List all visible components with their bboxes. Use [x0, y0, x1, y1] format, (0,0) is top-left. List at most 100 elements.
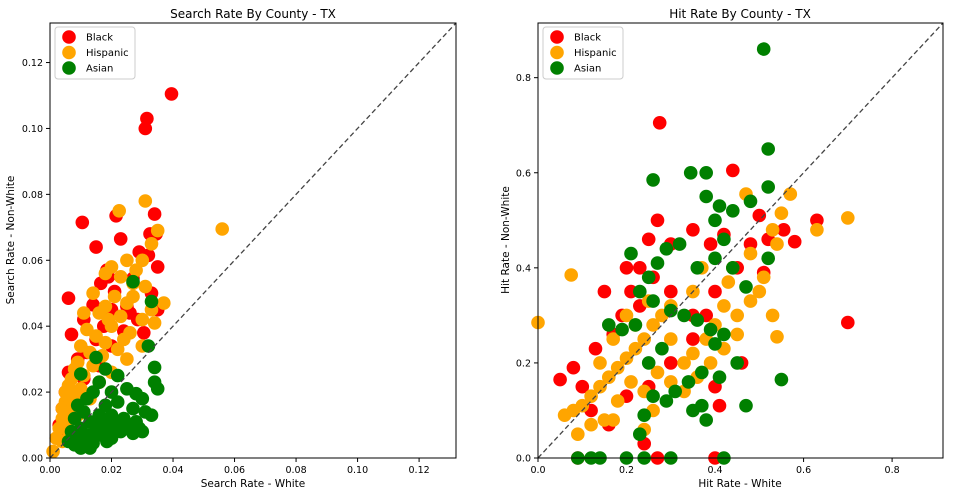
- point-asian-38: [659, 394, 674, 408]
- point-hispanic-29: [584, 389, 598, 404]
- point-hispanic-56: [129, 263, 143, 278]
- point-hispanic-33: [571, 427, 585, 442]
- y-ticks: 0.00 0.02 0.04 0.06 0.08 0.10 0.12: [22, 58, 50, 465]
- point-black-34: [575, 379, 590, 394]
- point-asian-18: [659, 242, 674, 256]
- point-black-4: [75, 215, 90, 230]
- point-hispanic-5: [765, 223, 780, 237]
- point-black-5: [776, 223, 791, 237]
- point-hispanic-28: [593, 379, 607, 394]
- point-hispanic-12: [86, 286, 100, 301]
- y-axis-label: Search Rate - Non-White: [5, 176, 17, 305]
- point-asian-11: [761, 251, 775, 266]
- point-asian-50: [135, 424, 150, 439]
- plot-frame: [537, 22, 944, 459]
- point-asian-49: [83, 441, 97, 455]
- y-tick-label: 0.06: [22, 256, 43, 267]
- point-asian-2: [141, 339, 156, 353]
- point-hispanic-19: [677, 356, 691, 370]
- point-asian-2: [646, 173, 660, 187]
- point-asian-10: [110, 368, 125, 383]
- point-hispanic-23: [637, 332, 651, 346]
- x-tick-label: 0.06: [224, 465, 245, 476]
- point-black-11: [650, 213, 665, 228]
- point-hispanic-14: [730, 308, 744, 323]
- y-tick-label: 0.8: [516, 73, 531, 84]
- point-asian-5: [699, 189, 713, 204]
- point-asian-8: [726, 204, 740, 218]
- point-hispanic-12: [765, 308, 780, 323]
- point-asian-28: [690, 313, 705, 327]
- x-tick-label: 0.2: [619, 465, 634, 476]
- y-tick-label: 0.00: [22, 454, 43, 465]
- y-tick-label: 0.6: [516, 168, 531, 179]
- point-asian-46: [655, 341, 669, 356]
- legend: Black Hispanic Asian: [54, 26, 136, 80]
- point-black-18: [664, 284, 678, 299]
- point-asian-8: [98, 362, 113, 376]
- point-asian-27: [677, 308, 691, 323]
- point-asian-9: [74, 367, 88, 381]
- point-hispanic-15: [717, 299, 731, 313]
- legend-marker-black: [550, 30, 564, 44]
- point-asian-30: [717, 327, 731, 342]
- point-black-13: [633, 261, 647, 275]
- point-asian-39: [646, 389, 660, 404]
- point-asian-24: [628, 318, 643, 332]
- point-asian-29: [703, 322, 718, 337]
- point-black-8: [113, 232, 128, 246]
- point-asian-14: [717, 232, 731, 247]
- point-hispanic-6: [810, 223, 824, 237]
- point-hispanic-0: [138, 194, 153, 208]
- point-hispanic-45: [730, 327, 744, 342]
- point-hispanic-32: [557, 408, 572, 423]
- point-hispanic-4: [144, 237, 159, 251]
- point-hispanic-46: [743, 294, 758, 308]
- point-asian-48: [602, 318, 616, 332]
- point-hispanic-18: [686, 346, 700, 361]
- point-black-3: [147, 207, 162, 221]
- point-hispanic-13: [770, 330, 784, 344]
- point-asian-7: [89, 350, 103, 365]
- legend-label-asian: Asian: [86, 64, 113, 75]
- point-hispanic-9: [113, 270, 128, 284]
- point-asian-7: [712, 199, 727, 213]
- point-asian-31: [730, 356, 744, 370]
- point-hispanic-27: [110, 342, 125, 357]
- legend-marker-asian: [550, 61, 564, 75]
- point-hispanic-7: [841, 211, 855, 225]
- scatter-points: [46, 87, 229, 459]
- point-asian-19: [110, 395, 125, 409]
- chart-title: Hit Rate By County - TX: [669, 7, 811, 21]
- point-asian-20: [126, 401, 140, 416]
- point-asian-11: [92, 375, 106, 390]
- x-tick-label: 0.0: [530, 465, 545, 476]
- point-asian-6: [708, 213, 722, 228]
- point-black-36: [553, 372, 567, 387]
- point-asian-9: [743, 194, 758, 209]
- point-black-23: [743, 237, 758, 251]
- point-black-0: [164, 87, 179, 101]
- point-black-28: [712, 398, 727, 413]
- point-asian-43: [699, 413, 713, 427]
- point-black-12: [150, 260, 165, 274]
- point-asian-20: [641, 270, 656, 285]
- legend: Black Hispanic Asian: [542, 26, 624, 80]
- point-hispanic-14: [157, 296, 171, 310]
- point-asian-25: [646, 294, 660, 308]
- point-asian-5: [150, 382, 165, 396]
- y-tick-label: 0.2: [516, 358, 531, 369]
- point-hispanic-54: [593, 356, 607, 370]
- point-black-21: [708, 284, 722, 299]
- point-asian-34: [708, 337, 722, 351]
- point-hispanic-11: [752, 284, 767, 299]
- point-asian-1: [144, 294, 159, 309]
- point-hispanic-31: [120, 352, 134, 366]
- legend-marker-hispanic: [62, 45, 76, 60]
- point-hispanic-55: [46, 444, 60, 459]
- point-hispanic-3: [783, 187, 798, 201]
- point-asian-14: [135, 391, 150, 406]
- point-black-14: [619, 261, 634, 275]
- search-rate-chart: Search Rate By County - TX 0.00 0.02 0.04 0…: [5, 7, 457, 490]
- point-hispanic-2: [215, 222, 229, 236]
